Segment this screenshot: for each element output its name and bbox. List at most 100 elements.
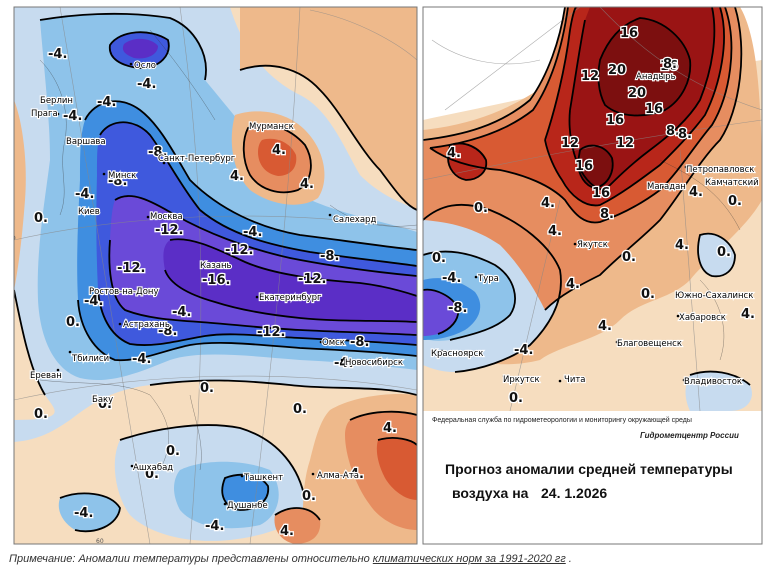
- iso-label: -8.: [350, 335, 369, 350]
- city-khabarovsk: Хабаровск: [679, 313, 726, 323]
- iso-label: 0.: [728, 194, 742, 209]
- iso-label: 8.: [600, 207, 614, 222]
- left-graticule: [14, 7, 417, 544]
- iso-label: 12: [561, 136, 579, 151]
- left-coastlines: [39, 29, 417, 471]
- city-prague: Прага: [31, 109, 58, 119]
- hydromet-center-name: Гидрометцентр России: [640, 431, 739, 440]
- iso-label: 4.: [383, 421, 397, 436]
- city-kazan: Казань: [200, 261, 232, 271]
- city-yerevan: Ереван: [30, 371, 62, 381]
- city-saint-petersburg: Санкт-Петербург: [158, 154, 236, 164]
- city-berlin: Берлин: [40, 96, 73, 106]
- iso-label: 4.: [541, 196, 555, 211]
- iso-label: 20: [628, 86, 646, 101]
- city-omsk: Омск: [322, 338, 345, 348]
- iso-label: -4.: [84, 294, 103, 309]
- iso-label: -12.: [155, 223, 183, 238]
- iso-label: -4.: [63, 109, 82, 124]
- forecast-date: 24. 1.2026: [541, 485, 608, 501]
- city-irkutsk: Иркутск: [503, 375, 540, 385]
- iso-label: -4.: [172, 305, 191, 320]
- footnote-text: Примечание: Аномалии температуры предста…: [9, 553, 373, 565]
- iso-label: 4.: [548, 224, 562, 239]
- iso-label: 4.: [741, 307, 755, 322]
- iso-label: 8.: [678, 127, 692, 142]
- iso-label: 4.: [689, 185, 703, 200]
- iso-label: 0.: [641, 287, 655, 302]
- city-petropavlovsk: Петропавловск: [686, 165, 754, 175]
- iso-label: 4.: [566, 277, 580, 292]
- city-yakutsk: Якутск: [577, 240, 608, 250]
- city-krasnoyarsk: Красноярск: [431, 349, 483, 359]
- city-minsk: Минск: [108, 171, 136, 181]
- city-tura: Тура: [477, 274, 499, 284]
- iso-label: 4.: [598, 319, 612, 334]
- footnote: Примечание: Аномалии температуры предста…: [9, 553, 572, 565]
- city-kamchatsky: Камчатский: [705, 178, 759, 188]
- city-moscow: Москва: [150, 212, 183, 222]
- left-isoline-labels: -4. -4. -4. -4. -4. -4. -4. -4. -8. -8. …: [33, 46, 399, 541]
- iso-label: 8.: [663, 57, 677, 72]
- iso-label: -12.: [257, 325, 285, 340]
- degree-label: 30: [8, 235, 16, 242]
- city-oslo: Осло: [134, 61, 156, 71]
- forecast-subtitle: воздуха на: [452, 485, 529, 501]
- city-yuzhno-sakhalinsk: Южно-Сахалинск: [675, 291, 753, 301]
- iso-label: -12.: [298, 272, 326, 287]
- iso-label: 0.: [66, 315, 80, 330]
- city-yekaterinburg: Екатеринбург: [259, 293, 322, 303]
- temperature-anomaly-map: -4. -4. -4. -4. -4. -4. -4. -4. -8. -8. …: [8, 6, 763, 545]
- iso-label: 0.: [145, 467, 159, 482]
- city-murmansk: Мурманск: [249, 122, 294, 132]
- left-city-labels: Осло Берлин Прага Варшава Минск Киев Мур…: [29, 60, 404, 512]
- climate-norms-link[interactable]: климатических норм за 1991-2020 гг: [372, 553, 566, 565]
- iso-label: 0.: [166, 444, 180, 459]
- iso-label: 16: [660, 59, 678, 74]
- city-novosibirsk: Новосибирск: [345, 358, 403, 368]
- left-map-panel: -4. -4. -4. -4. -4. -4. -4. -4. -8. -8. …: [8, 7, 417, 545]
- iso-label: -4.: [97, 95, 116, 110]
- degree-label: 60: [96, 538, 104, 545]
- iso-label: 8.: [666, 124, 680, 139]
- iso-label: 0.: [293, 402, 307, 417]
- city-vladivostok: Владивосток: [684, 377, 742, 387]
- iso-label: 4.: [300, 177, 314, 192]
- city-kiev: Киев: [78, 207, 100, 217]
- city-ashgabat: Ашхабад: [133, 463, 173, 473]
- iso-label: -8.: [108, 174, 127, 189]
- iso-label: -12.: [117, 261, 145, 276]
- iso-label: -4.: [132, 352, 151, 367]
- right-graticule: [423, 7, 762, 411]
- city-chita: Чита: [564, 375, 586, 385]
- iso-label: 0.: [509, 391, 523, 406]
- city-warsaw: Варшава: [66, 137, 106, 147]
- iso-label: 4.: [230, 169, 244, 184]
- iso-label: 4.: [272, 143, 286, 158]
- city-almaty: Алма-Ата: [317, 471, 359, 481]
- iso-label: -4.: [243, 225, 262, 240]
- iso-label: 16: [620, 26, 638, 41]
- iso-label: -4.: [334, 356, 353, 371]
- iso-label: -8.: [158, 324, 177, 339]
- footnote-suffix: .: [565, 553, 572, 565]
- iso-label: 0.: [34, 407, 48, 422]
- iso-label: -8.: [320, 249, 339, 264]
- city-blagoveshchensk: Благовещенск: [617, 339, 682, 349]
- city-astrakhan: Астрахань: [123, 320, 170, 330]
- iso-label: 16: [575, 159, 593, 174]
- right-isoline-labels: 16 20 20 16 16 12 16 12 12 8. 16 16 8. 8…: [431, 25, 757, 408]
- iso-label: -4.: [48, 47, 67, 62]
- iso-label: 0.: [34, 211, 48, 226]
- iso-label: 0.: [98, 397, 112, 412]
- iso-label: -4.: [137, 77, 156, 92]
- iso-label: -4.: [74, 506, 93, 521]
- iso-label: 4.: [350, 467, 364, 482]
- iso-label: 12: [581, 69, 599, 84]
- iso-label: -4.: [514, 343, 533, 358]
- iso-label: 16: [606, 113, 624, 128]
- left-zone-neg16: [163, 239, 417, 322]
- iso-label: 16: [592, 186, 610, 201]
- city-tbilisi: Тбилиси: [71, 354, 109, 364]
- iso-label: 20: [608, 63, 626, 78]
